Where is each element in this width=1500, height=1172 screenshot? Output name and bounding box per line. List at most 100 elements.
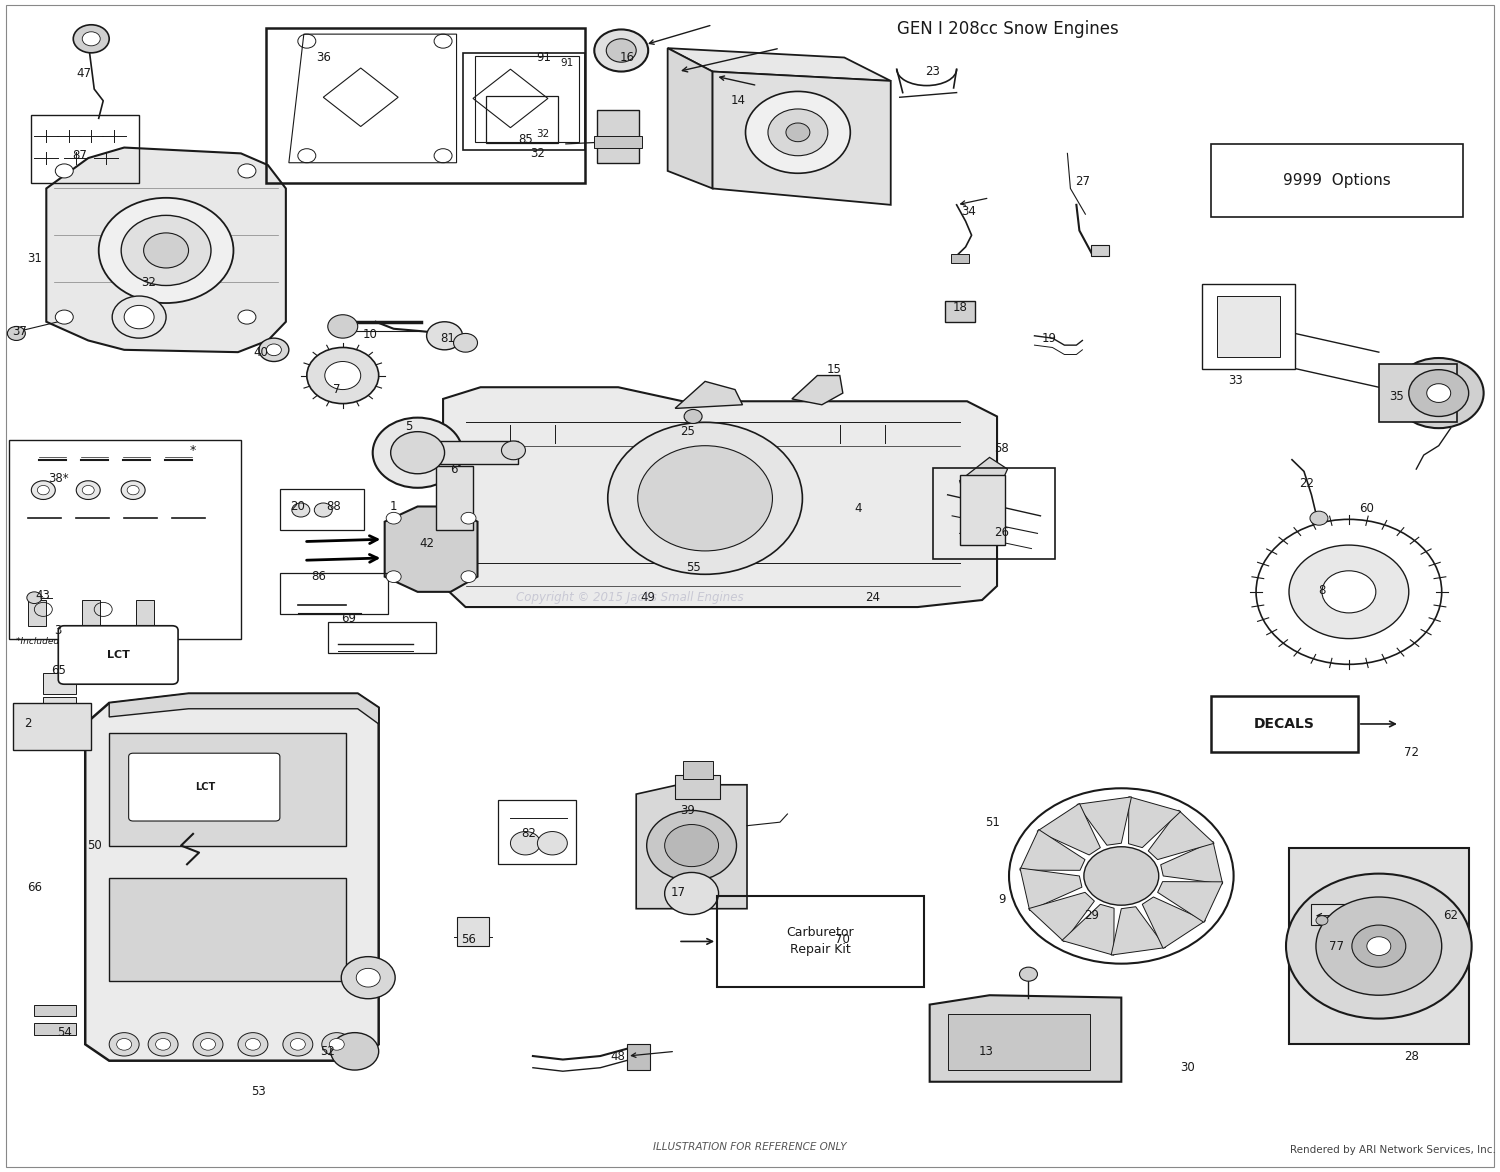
- Text: *Included with part #1: *Included with part #1: [16, 638, 119, 647]
- Polygon shape: [1020, 868, 1082, 911]
- Circle shape: [267, 343, 282, 355]
- Circle shape: [1408, 369, 1468, 416]
- FancyBboxPatch shape: [58, 626, 178, 684]
- Polygon shape: [1148, 810, 1214, 859]
- Text: LCT: LCT: [195, 782, 214, 792]
- Circle shape: [238, 1033, 268, 1056]
- Circle shape: [390, 431, 444, 473]
- Text: 15: 15: [827, 363, 842, 376]
- FancyBboxPatch shape: [435, 465, 472, 530]
- Circle shape: [664, 825, 718, 866]
- Text: 82: 82: [520, 827, 536, 840]
- Text: 43: 43: [36, 588, 51, 602]
- Polygon shape: [1029, 892, 1095, 942]
- Circle shape: [246, 1038, 261, 1050]
- Polygon shape: [1143, 897, 1206, 948]
- Text: 14: 14: [730, 94, 746, 108]
- Polygon shape: [1020, 830, 1084, 871]
- Circle shape: [684, 409, 702, 423]
- Text: 69: 69: [340, 612, 356, 625]
- Circle shape: [372, 417, 462, 488]
- Text: 54: 54: [57, 1027, 72, 1040]
- Text: GEN I 208cc Snow Engines: GEN I 208cc Snow Engines: [897, 20, 1119, 39]
- Circle shape: [786, 123, 810, 142]
- FancyBboxPatch shape: [28, 600, 46, 626]
- Circle shape: [332, 1033, 378, 1070]
- Text: Carburetor
Repair Kit: Carburetor Repair Kit: [786, 926, 853, 956]
- Text: 26: 26: [994, 526, 1010, 539]
- Circle shape: [112, 297, 166, 339]
- Circle shape: [74, 25, 110, 53]
- Text: 17: 17: [670, 886, 686, 899]
- Text: LCT: LCT: [106, 650, 129, 660]
- Text: 81: 81: [440, 332, 454, 345]
- Text: 60: 60: [1359, 503, 1374, 516]
- FancyBboxPatch shape: [948, 1014, 1090, 1070]
- Text: 48: 48: [610, 1050, 626, 1063]
- Circle shape: [356, 968, 380, 987]
- Circle shape: [768, 109, 828, 156]
- Text: 52: 52: [321, 1045, 334, 1058]
- Polygon shape: [46, 148, 286, 352]
- FancyBboxPatch shape: [627, 1044, 650, 1070]
- Circle shape: [1010, 789, 1233, 963]
- FancyBboxPatch shape: [44, 697, 76, 715]
- Text: 39: 39: [680, 804, 694, 817]
- Circle shape: [328, 315, 357, 339]
- Circle shape: [122, 481, 146, 499]
- Text: 30: 30: [1180, 1061, 1194, 1075]
- Polygon shape: [1128, 797, 1180, 847]
- Text: 51: 51: [986, 816, 1000, 829]
- Circle shape: [156, 1038, 171, 1050]
- Circle shape: [76, 481, 101, 499]
- Text: 33: 33: [1227, 374, 1242, 387]
- Circle shape: [1288, 545, 1408, 639]
- Text: 91: 91: [560, 57, 573, 68]
- Circle shape: [238, 311, 256, 325]
- Text: Rendered by ARI Network Services, Inc.: Rendered by ARI Network Services, Inc.: [1290, 1145, 1496, 1154]
- Text: 18: 18: [952, 301, 968, 314]
- Circle shape: [122, 216, 211, 286]
- Circle shape: [144, 233, 189, 268]
- Circle shape: [460, 512, 476, 524]
- Text: 22: 22: [1299, 477, 1314, 490]
- Text: 3: 3: [54, 624, 62, 636]
- Circle shape: [326, 361, 360, 389]
- Circle shape: [386, 571, 400, 582]
- Text: 37: 37: [12, 325, 27, 338]
- Circle shape: [1316, 897, 1442, 995]
- Circle shape: [646, 811, 736, 880]
- Circle shape: [38, 485, 50, 495]
- Circle shape: [56, 311, 74, 325]
- Text: 16: 16: [620, 52, 634, 64]
- Polygon shape: [442, 387, 998, 607]
- FancyBboxPatch shape: [1311, 904, 1348, 925]
- Text: 50: 50: [87, 839, 102, 852]
- Circle shape: [82, 485, 94, 495]
- Text: 19: 19: [1042, 332, 1058, 345]
- Circle shape: [291, 1038, 306, 1050]
- Text: 53: 53: [252, 1084, 267, 1098]
- Text: 47: 47: [76, 67, 92, 81]
- FancyBboxPatch shape: [34, 1004, 76, 1016]
- Circle shape: [638, 445, 772, 551]
- Text: 24: 24: [865, 591, 880, 605]
- Circle shape: [308, 347, 378, 403]
- FancyBboxPatch shape: [945, 301, 975, 322]
- FancyBboxPatch shape: [456, 917, 489, 946]
- Circle shape: [82, 32, 100, 46]
- Text: 28: 28: [1404, 1050, 1419, 1063]
- Circle shape: [1394, 357, 1484, 428]
- Text: 25: 25: [680, 425, 694, 438]
- FancyBboxPatch shape: [13, 703, 92, 750]
- Polygon shape: [668, 48, 712, 189]
- Polygon shape: [1077, 797, 1131, 845]
- Text: 49: 49: [640, 591, 656, 605]
- FancyBboxPatch shape: [1378, 363, 1456, 422]
- Text: 65: 65: [51, 663, 66, 676]
- Circle shape: [238, 164, 256, 178]
- Circle shape: [201, 1038, 216, 1050]
- Text: 72: 72: [1404, 745, 1419, 758]
- Polygon shape: [930, 995, 1122, 1082]
- FancyBboxPatch shape: [110, 734, 345, 845]
